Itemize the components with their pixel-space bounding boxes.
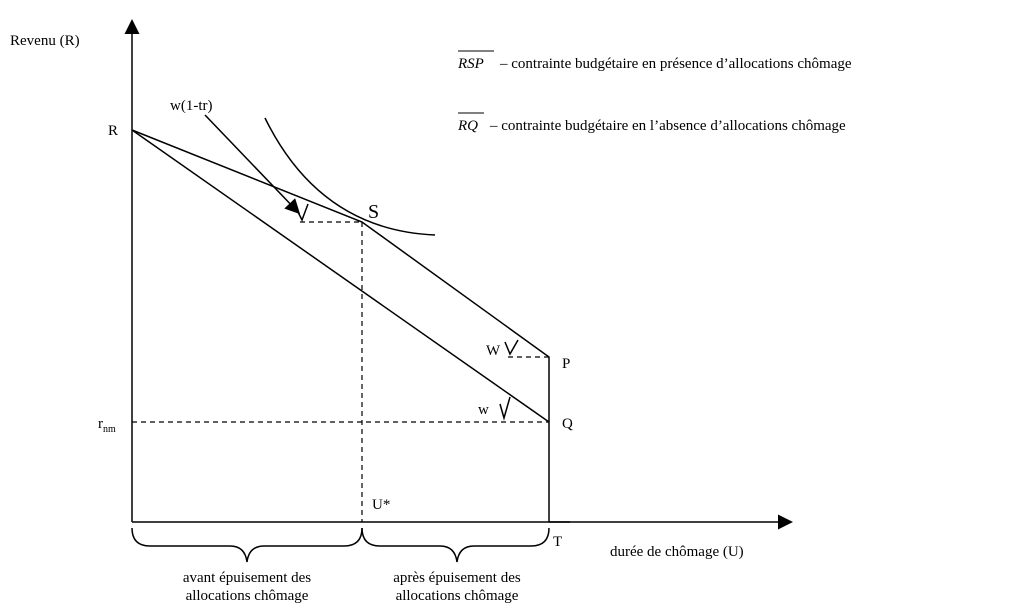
constraints (131, 117, 550, 522)
point-r: R (108, 123, 118, 139)
slope-label: w (478, 402, 489, 418)
legend-symbol: RQ (457, 118, 478, 134)
legend-text: – contrainte budgétaire en l’absence d’a… (489, 118, 846, 134)
point-u-star: U* (372, 497, 390, 513)
slope-label: w(1-tr) (170, 98, 212, 114)
r-nm: rnm (98, 416, 116, 435)
point-p: P (562, 356, 570, 372)
r-nm-main: r (98, 416, 103, 432)
point-q: Q (562, 416, 573, 432)
period-label: allocations chômage (186, 588, 309, 604)
slope-label: W (486, 343, 501, 359)
period-label: après épuisement des (393, 570, 521, 586)
r-nm-sub: nm (103, 424, 116, 435)
point-t: T (553, 534, 562, 550)
slope-arrows (204, 114, 519, 421)
legend-symbol: RSP (457, 56, 484, 72)
braces (131, 527, 550, 563)
guides (132, 221, 549, 522)
legend-text: – contrainte budgétaire en présence d’al… (499, 56, 852, 72)
x-label: durée de chômage (U) (610, 544, 744, 560)
point-s: S (368, 201, 379, 223)
axes (124, 19, 793, 530)
period-label: allocations chômage (396, 588, 519, 604)
period-label: avant épuisement des (183, 570, 311, 586)
y-label: Revenu (R) (10, 33, 80, 49)
